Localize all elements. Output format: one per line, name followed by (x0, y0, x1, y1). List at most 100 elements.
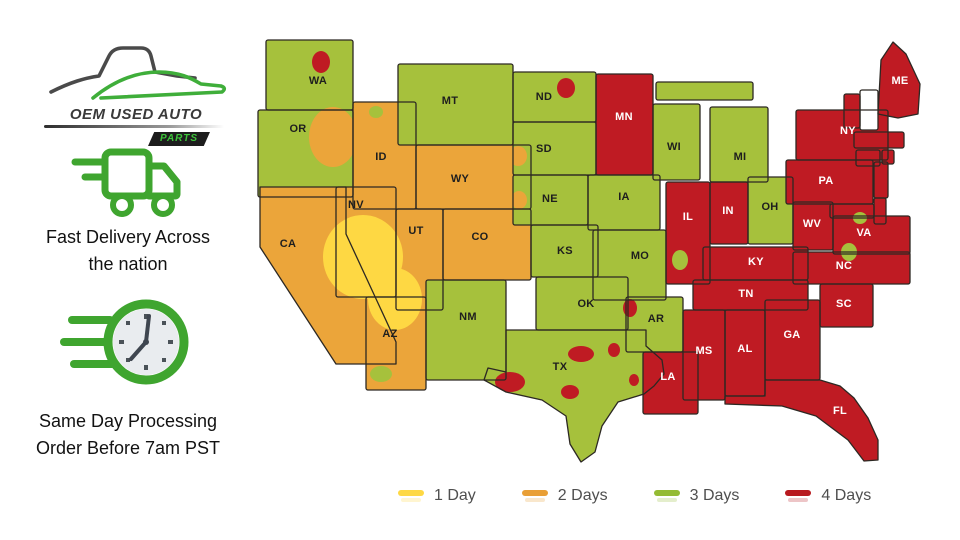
delivery-truck-icon (0, 144, 256, 225)
legend-label: 2 Days (557, 487, 608, 504)
sidebar: OEM USED AUTO PARTS Fast Delivery Across… (0, 0, 256, 540)
region-spot (309, 107, 357, 167)
state-label-VA: VA (856, 227, 871, 239)
state-NJ (874, 162, 888, 198)
us-shipping-map-container: WA OR ID MT WY CA NV UT CO AZ NM ND SD NE KS OK TX MN IA MO… (248, 12, 940, 478)
state-border (881, 149, 895, 165)
state-OH (748, 177, 793, 244)
state-IA (588, 175, 660, 230)
state-label-MN: MN (615, 111, 633, 123)
state-label-CA: CA (280, 238, 297, 250)
state-border (652, 103, 701, 181)
state-border (853, 131, 905, 149)
state-CO (443, 209, 531, 280)
state-label-TN: TN (738, 288, 753, 300)
state-label-WI: WI (667, 141, 681, 153)
state-AR (626, 297, 683, 352)
state-border (483, 329, 665, 463)
state-label-AL: AL (737, 343, 752, 355)
state-border (877, 41, 921, 119)
state-ME (878, 42, 920, 118)
state-label-NM: NM (459, 311, 477, 323)
legend-item: 1 Day (398, 487, 476, 505)
legend: 1 Day 2 Days 3 Days 4 Days (398, 487, 871, 505)
region-spot (312, 51, 330, 73)
state-label-UT: UT (408, 225, 423, 237)
state-label-SC: SC (836, 298, 852, 310)
state-MT (398, 64, 513, 145)
logo-cars-icon (49, 46, 227, 100)
state-label-SD: SD (536, 143, 552, 155)
state-label-NE: NE (542, 193, 558, 205)
state-NC (793, 252, 910, 284)
state-NM (426, 280, 506, 380)
region-spot (495, 372, 525, 392)
state-WA (266, 40, 353, 110)
state-border (655, 81, 754, 101)
state-label-FL: FL (833, 405, 847, 417)
legend-item: 3 Days (653, 487, 740, 505)
state-label-LA: LA (660, 371, 675, 383)
feature-line: the nation (88, 254, 168, 274)
state-label-AR: AR (648, 313, 665, 325)
state-VT (844, 94, 860, 128)
feature-line: Fast Delivery Across (45, 227, 211, 247)
state-GA (765, 300, 820, 380)
state-label-WA: WA (309, 75, 327, 87)
state-CT (856, 150, 880, 166)
state-MA (854, 132, 904, 148)
state-PA (786, 160, 873, 204)
state-border (259, 186, 397, 365)
state-SC (820, 284, 873, 327)
state-label-OR: OR (289, 123, 306, 135)
region-spot (623, 299, 637, 317)
region-spot (557, 78, 575, 98)
state-label-WV: WV (803, 218, 822, 230)
region-spot (370, 366, 392, 382)
state-border (792, 201, 834, 251)
region-spot (561, 385, 579, 399)
state-label-OH: OH (761, 201, 778, 213)
state-label-TX: TX (553, 361, 568, 373)
region-spot (608, 343, 620, 357)
region-spot (369, 106, 383, 118)
state-label-NV: NV (348, 199, 364, 211)
logo-underline (44, 125, 224, 128)
state-MN (596, 74, 653, 175)
state-label-NY: NY (840, 125, 856, 137)
legend-item: 2 Days (521, 487, 608, 505)
state-KY (703, 247, 808, 280)
state-ND (513, 72, 596, 122)
state-WV (793, 202, 833, 250)
state-border (873, 161, 889, 199)
state-label-GA: GA (783, 329, 800, 341)
state-border (724, 379, 879, 462)
state-border (792, 251, 911, 285)
state-label-MS: MS (695, 345, 712, 357)
state-border (642, 351, 699, 415)
feature-line: Order Before 7am PST (35, 438, 221, 458)
legend-swatch (653, 490, 680, 502)
state-NE (513, 175, 588, 225)
state-WY (416, 145, 531, 209)
state-IN (710, 182, 748, 244)
state-label-ID: ID (375, 151, 387, 163)
state-AL (725, 310, 765, 396)
region-spot (629, 374, 639, 386)
state-label-AZ: AZ (382, 328, 397, 340)
state-border (795, 109, 889, 161)
state-label-PA: PA (818, 175, 833, 187)
state-label-IN: IN (722, 205, 734, 217)
state-label-ND: ND (536, 91, 553, 103)
state-DE (874, 198, 886, 224)
legend-swatch (398, 490, 424, 502)
region-spot (368, 268, 422, 330)
state-label-MT: MT (442, 95, 458, 107)
state-label-KY: KY (748, 256, 764, 268)
state-WI (653, 104, 700, 180)
us-shipping-map: WA OR ID MT WY CA NV UT CO AZ NM ND SD NE KS OK TX MN IA MO… (257, 39, 921, 463)
state-MI (656, 82, 753, 100)
state-label-MO: MO (631, 250, 649, 262)
state-MI (710, 107, 768, 182)
legend-label: 3 Days (689, 487, 740, 504)
